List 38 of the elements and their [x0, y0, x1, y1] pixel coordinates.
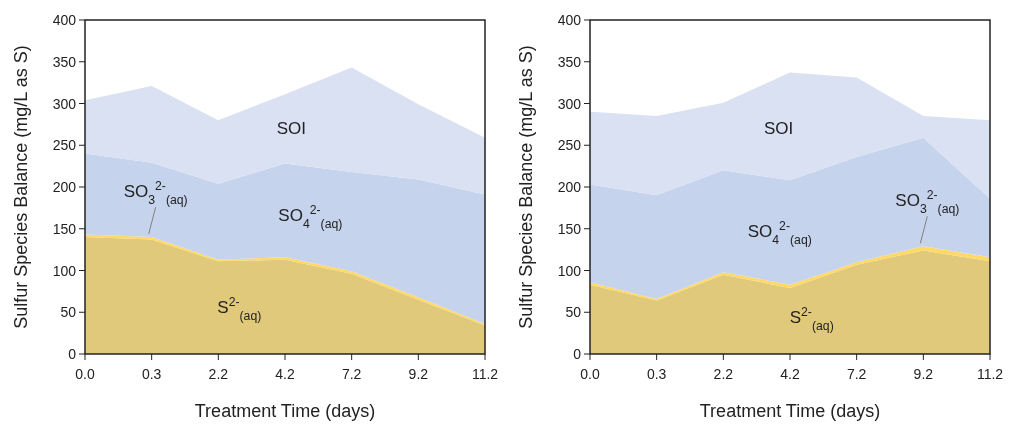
- y-tick-label: 0: [68, 346, 77, 362]
- x-tick-label: 11.2: [471, 366, 499, 382]
- y-tick-label: 250: [557, 137, 582, 154]
- y-tick-label: 350: [557, 53, 582, 70]
- y-tick-label: 100: [557, 262, 582, 279]
- x-tick-label: 7.2: [846, 366, 867, 382]
- y-tick-label: 300: [52, 95, 77, 112]
- y-axis-title: Sulfur Species Balance (mg/L as S): [11, 45, 31, 329]
- x-tick-label: 11.2: [976, 366, 1004, 382]
- y-tick-label: 150: [52, 220, 77, 237]
- x-tick-label: 9.2: [913, 366, 934, 382]
- y-tick-label: 350: [52, 53, 77, 70]
- x-tick-label: 7.2: [341, 366, 362, 382]
- x-tick-label: 2.2: [713, 366, 734, 382]
- x-tick-label: 4.2: [275, 366, 295, 382]
- y-tick-label: 0: [573, 346, 582, 362]
- y-tick-label: 100: [52, 262, 77, 279]
- x-tick-label: 4.2: [780, 366, 800, 382]
- y-tick-label: 250: [52, 137, 77, 154]
- x-tick-label: 0.0: [580, 366, 600, 382]
- x-tick-label: 0.3: [646, 366, 667, 382]
- series-label: SOI: [764, 119, 794, 139]
- y-axis-title: Sulfur Species Balance (mg/L as S): [516, 45, 536, 329]
- x-axis-title: Treatment Time (days): [699, 401, 881, 421]
- x-tick-label: 0.0: [75, 366, 95, 382]
- y-tick-label: 150: [557, 220, 582, 237]
- x-axis-title: Treatment Time (days): [194, 401, 376, 421]
- x-tick-label: 2.2: [208, 366, 229, 382]
- y-tick-label: 200: [557, 179, 582, 195]
- y-tick-label: 300: [557, 95, 582, 112]
- x-tick-label: 0.3: [141, 366, 162, 382]
- y-tick-label: 400: [557, 12, 582, 28]
- y-tick-label: 50: [565, 304, 582, 321]
- x-tick-label: 9.2: [408, 366, 429, 382]
- series-label: SOI: [276, 119, 306, 139]
- y-tick-label: 400: [52, 12, 77, 28]
- y-tick-label: 50: [60, 304, 77, 321]
- y-tick-label: 200: [52, 179, 77, 195]
